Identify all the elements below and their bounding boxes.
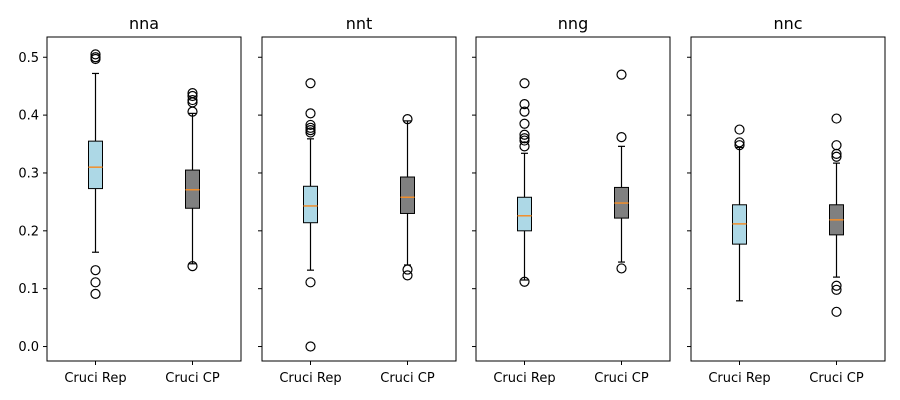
outlier-point <box>616 69 627 80</box>
box-cruci-cp <box>829 113 844 317</box>
iqr-box <box>517 196 532 232</box>
panel-title: nna <box>129 14 159 33</box>
x-tick-label: Cruci Rep <box>64 371 126 386</box>
outlier-point <box>402 264 413 275</box>
box-cruci-rep <box>517 78 532 287</box>
iqr-box <box>303 185 318 224</box>
iqr-box <box>88 140 103 190</box>
outlier-point <box>519 129 530 140</box>
outlier-point <box>305 78 316 89</box>
outlier-point <box>519 135 530 146</box>
x-tick-label: Cruci Rep <box>708 371 770 386</box>
outlier-point <box>305 341 316 352</box>
panel-title: nnc <box>773 14 802 33</box>
x-tick-label: Cruci Rep <box>279 371 341 386</box>
x-tick-label: Cruci CP <box>380 371 435 386</box>
outlier-point <box>305 127 316 138</box>
box-cruci-cp <box>185 88 200 272</box>
plot-frame <box>690 36 886 362</box>
outlier-point <box>616 131 627 143</box>
panel-title: nng <box>558 14 588 33</box>
y-tick-label: 0.0 <box>18 340 39 355</box>
panel-nnc: nnc Cruci Rep Cruci CP <box>687 14 886 386</box>
panel-nng: nng Cruci Rep Cruci CP <box>472 14 671 386</box>
outlier-point <box>519 99 530 110</box>
panel-nnt: nnt Cruci Rep Cruci CP <box>258 14 457 386</box>
box-cruci-rep <box>732 124 747 302</box>
outlier-point <box>831 280 842 291</box>
x-tick-label: Cruci CP <box>165 371 220 386</box>
box-cruci-cp <box>614 69 629 274</box>
outlier-point <box>305 277 316 288</box>
outlier-point <box>90 277 101 288</box>
y-tick-label: 0.2 <box>18 224 39 239</box>
box-cruci-rep <box>88 49 103 299</box>
plot-frame <box>261 36 457 362</box>
outlier-point <box>831 148 842 159</box>
outlier-point <box>305 108 316 119</box>
outlier-point <box>734 140 745 151</box>
outlier-point <box>831 284 842 295</box>
outlier-point <box>734 124 745 135</box>
outlier-point <box>831 306 842 317</box>
outlier-point <box>519 276 530 287</box>
outlier-point <box>90 265 101 276</box>
outlier-point <box>187 106 198 117</box>
y-tick-label: 0.1 <box>18 282 39 297</box>
outlier-point <box>402 270 413 281</box>
plot-frame <box>475 36 671 362</box>
outlier-point <box>305 119 316 131</box>
x-tick-label: Cruci Rep <box>493 371 555 386</box>
y-tick-label: 0.4 <box>18 109 39 124</box>
outlier-point <box>734 137 745 148</box>
y-tick-label: 0.3 <box>18 166 39 181</box>
outlier-point <box>831 113 842 124</box>
outlier-point <box>831 151 842 162</box>
outlier-point <box>402 114 413 125</box>
outlier-point <box>187 90 198 102</box>
iqr-box <box>400 176 415 214</box>
box-cruci-rep <box>303 78 318 352</box>
panel-nna: nna 0.0 0.1 0.2 0.3 0.4 0.5 Cruci Rep Cruci CP <box>18 14 242 386</box>
outlier-point <box>519 106 530 117</box>
outlier-point <box>519 78 530 89</box>
outlier-point <box>90 288 101 299</box>
outlier-point <box>519 118 530 129</box>
panel-title: nnt <box>346 14 373 33</box>
plot-frame <box>46 36 242 362</box>
x-tick-label: Cruci CP <box>809 371 864 386</box>
outlier-point <box>90 49 101 60</box>
outlier-point <box>519 141 530 152</box>
box-cruci-cp <box>400 114 415 281</box>
outlier-point <box>616 263 627 274</box>
y-tick-label: 0.5 <box>18 51 39 66</box>
x-tick-label: Cruci CP <box>594 371 649 386</box>
outlier-point <box>831 140 842 151</box>
outlier-point <box>90 53 101 65</box>
outlier-point <box>187 261 198 272</box>
